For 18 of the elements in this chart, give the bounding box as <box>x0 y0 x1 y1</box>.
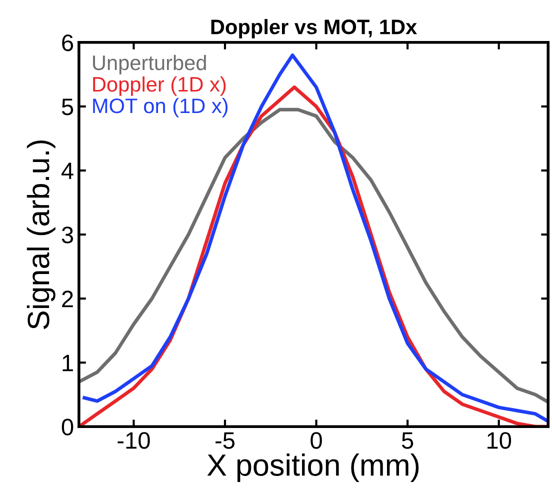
series-label: Doppler (1D x) <box>93 76 226 96</box>
y-tick-label: 2 <box>62 290 73 308</box>
x-tick-label: -10 <box>118 432 150 449</box>
text: Unperturbed <box>93 54 206 74</box>
y-tick-label: 5 <box>62 98 74 116</box>
y-tick-label: 1 <box>62 354 73 372</box>
y-tick-label: 6 <box>62 34 74 52</box>
series-label: MOT on (1D x) <box>93 98 228 118</box>
y-axis-title: Signal (arb.u.) <box>26 140 56 330</box>
x-tick-label: 5 <box>402 432 414 449</box>
y-tick-label: 4 <box>61 162 74 180</box>
chart-title: Doppler vs MOT, 1Dx <box>211 18 417 38</box>
x-tick-label: 0 <box>310 432 322 449</box>
x-tick-label: -5 <box>216 432 234 449</box>
x-axis-title: X position (mm) <box>207 454 419 482</box>
y-tick-label: 0 <box>62 418 74 436</box>
x-tick-label: 10 <box>488 432 512 449</box>
y-tick-label: 3 <box>62 226 74 244</box>
